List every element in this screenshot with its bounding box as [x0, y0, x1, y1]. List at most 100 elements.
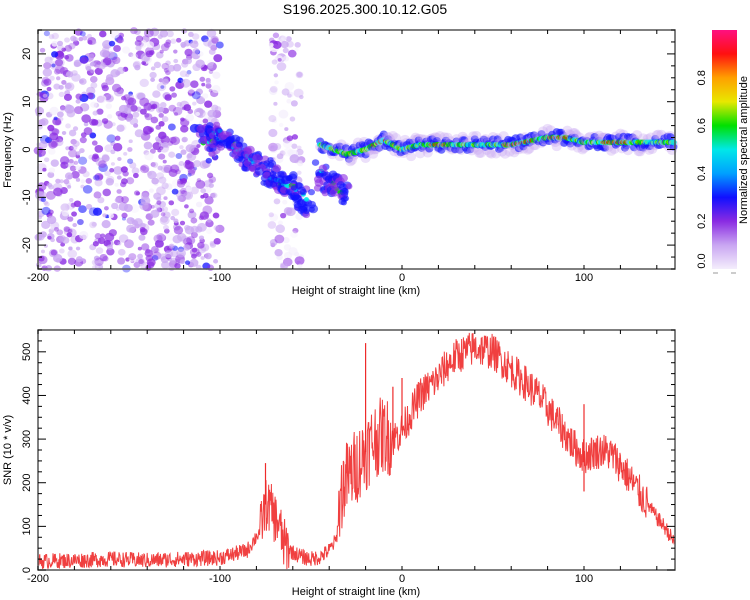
- spectrogram-cell: [150, 209, 160, 218]
- spectrogram-cell: [538, 126, 549, 136]
- spectrogram-cell: [110, 149, 116, 155]
- colorbar-ticks: 0.0 0.2 0.4 0.6 0.8: [696, 70, 736, 274]
- spectrogram-cell: [294, 256, 305, 266]
- spectrogram-cell: [142, 166, 149, 173]
- spectrogram-cell: [78, 36, 84, 42]
- spectrogram-cell: [162, 141, 169, 148]
- spectrogram-cell: [192, 33, 200, 40]
- spectrogram-cell: [176, 37, 182, 43]
- spectrogram-cell: [96, 60, 101, 65]
- spectrogram-cell: [152, 90, 161, 98]
- spectrogram-cell: [195, 251, 202, 257]
- spectrogram-cell: [67, 185, 72, 189]
- spectrogram-cell: [106, 134, 116, 143]
- spectrogram-cell: [187, 169, 196, 176]
- spectrogram-cell: [104, 94, 114, 103]
- spectrogram-cell: [42, 68, 53, 77]
- spectrogram-cell: [290, 231, 298, 238]
- spectrogram-cell: [82, 170, 90, 178]
- spectrogram-cell: [191, 253, 197, 259]
- spectrogram-cell: [193, 160, 201, 168]
- snr-y-tick-label: 300: [21, 430, 33, 448]
- spectrogram-y-tick-label: -10: [21, 189, 33, 205]
- spectrogram-cell: [99, 30, 107, 38]
- spectrogram-cell: [434, 131, 445, 141]
- spectrogram-cell: [281, 35, 287, 41]
- spectrogram-cell: [173, 112, 179, 116]
- spectrogram-cell: [71, 171, 80, 179]
- spectrogram-cell: [64, 44, 73, 52]
- spectrogram-cell: [110, 29, 120, 39]
- spectrogram-cell: [104, 144, 114, 153]
- spectrogram-cell: [196, 124, 206, 134]
- spectrogram-cell: [311, 159, 320, 166]
- spectrogram-cell: [202, 262, 211, 270]
- spectrogram-cell: [46, 182, 53, 188]
- spectrogram-cell: [187, 89, 195, 96]
- spectrogram-cell: [50, 141, 59, 148]
- spectrogram-cell: [152, 251, 162, 260]
- spectrogram-cell: [144, 249, 153, 257]
- spectrogram-cell: [156, 82, 167, 92]
- spectrogram-cell: [171, 188, 179, 195]
- spectrogram-cell: [214, 106, 222, 112]
- spectrogram-cell: [41, 206, 51, 216]
- spectrogram-cell: [206, 28, 217, 38]
- spectrogram-cell: [59, 105, 66, 111]
- spectrogram-cell: [120, 166, 128, 173]
- spectrogram-cell: [183, 191, 194, 200]
- spectrogram-cell: [113, 45, 121, 52]
- spectrogram-cell: [71, 144, 78, 151]
- spectrogram-cell: [170, 257, 177, 264]
- spectrogram-cell: [102, 188, 111, 197]
- spectrogram-cell: [190, 80, 199, 89]
- spectrogram-cell: [121, 212, 128, 219]
- spectrogram-cell: [165, 70, 171, 76]
- spectrogram-cell: [161, 116, 169, 123]
- spectrogram-cell: [56, 229, 64, 236]
- spectrogram-cell: [60, 203, 70, 212]
- spectrogram-cell: [272, 118, 278, 124]
- spectrogram-x-axis-title: Height of straight line (km): [292, 285, 420, 297]
- spectrogram-cell: [36, 182, 47, 191]
- snr-y-axis-title: SNR (10 * v/v): [2, 415, 14, 485]
- spectrogram-cell: [123, 152, 128, 156]
- spectrogram-cell: [134, 190, 140, 196]
- spectrogram-x-tick-label: -100: [209, 272, 231, 284]
- spectrogram-cell: [67, 174, 73, 180]
- spectrogram-cell: [180, 78, 191, 88]
- spectrogram-cell: [106, 244, 113, 251]
- spectrogram-cell: [207, 172, 214, 179]
- spectrogram-cell: [184, 159, 191, 165]
- spectrogram-cell: [158, 112, 164, 118]
- spectrogram-cell: [651, 130, 662, 140]
- snr-y-axis: 0 100 200 300 400 500: [21, 329, 675, 573]
- spectrogram-cell: [79, 56, 89, 65]
- spectrogram-cell: [213, 54, 223, 63]
- spectrogram-cell: [44, 201, 50, 207]
- spectrogram-cell: [276, 171, 285, 178]
- spectrogram-cell: [59, 156, 70, 165]
- spectrogram-cell: [103, 206, 109, 211]
- spectrogram-cell: [39, 191, 47, 198]
- spectrogram-cell: [294, 42, 301, 48]
- spectrogram-cell: [91, 40, 97, 45]
- spectrogram-cell: [165, 39, 172, 45]
- spectrogram-cell: [168, 104, 177, 112]
- spectrogram-cell: [442, 132, 453, 142]
- spectrogram-cell: [183, 104, 192, 112]
- spectrogram-cell: [106, 248, 115, 256]
- spectrogram-cell: [117, 112, 127, 121]
- spectrogram-cell: [68, 42, 76, 50]
- spectrogram-cell: [65, 146, 70, 151]
- spectrogram-cell: [111, 122, 116, 127]
- spectrogram-cell: [164, 94, 172, 101]
- spectrogram-cell: [80, 179, 86, 184]
- spectrogram-cell: [150, 77, 156, 82]
- spectrogram-cell: [51, 40, 59, 47]
- spectrogram-cell: [183, 244, 191, 251]
- spectrogram-cell: [97, 174, 104, 180]
- spectrogram-cell: [368, 149, 379, 159]
- spectrogram-cell: [86, 33, 92, 39]
- spectrogram-cell: [126, 217, 135, 225]
